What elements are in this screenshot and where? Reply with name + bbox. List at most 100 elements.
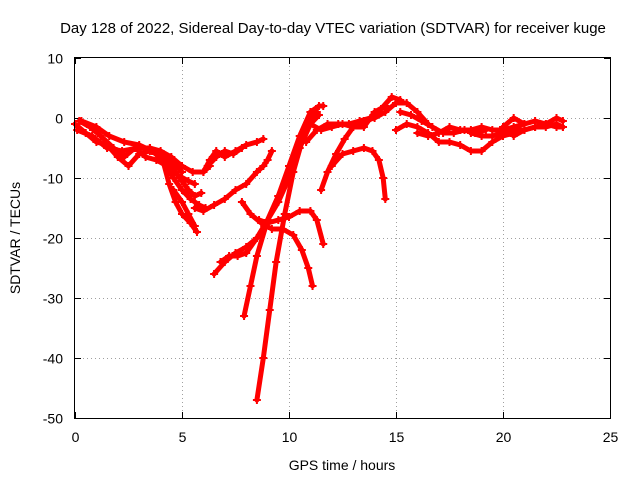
data-point-marker xyxy=(169,174,178,182)
data-point-marker xyxy=(96,132,105,140)
data-point-marker xyxy=(178,177,186,185)
x-tick-label: 10 xyxy=(282,429,298,445)
plot-frame xyxy=(74,57,611,419)
series-track-06 xyxy=(152,150,210,212)
data-point-marker xyxy=(323,168,332,176)
data-point-marker xyxy=(103,144,112,152)
y-tick-label: 0 xyxy=(55,111,63,127)
data-point-marker xyxy=(190,192,199,200)
data-point-marker xyxy=(285,213,293,221)
data-point-marker xyxy=(178,186,186,194)
y-tick-label: -30 xyxy=(43,291,63,307)
data-point-marker xyxy=(216,258,225,266)
data-point-marker xyxy=(558,123,567,131)
data-point-marker xyxy=(413,129,422,137)
data-point-marker xyxy=(267,225,276,233)
y-tick-label: -10 xyxy=(43,171,63,187)
data-point-marker xyxy=(105,132,114,140)
data-point-marker xyxy=(165,180,174,188)
data-point-marker xyxy=(499,123,507,131)
series-track-15 xyxy=(237,198,317,290)
data-point-marker xyxy=(120,153,129,161)
data-point-marker xyxy=(428,123,437,131)
data-point-marker xyxy=(184,210,193,218)
data-point-marker xyxy=(242,180,251,188)
axis-ticks: 0 5 10 15 20 25 -50 -40 -30 -20 -10 0 10 xyxy=(43,51,619,446)
series-line xyxy=(192,148,275,214)
data-point-marker xyxy=(199,207,208,215)
data-point-marker xyxy=(302,138,311,146)
data-point-marker xyxy=(178,198,186,206)
chart-title: Day 128 of 2022, Sidereal Day-to-day VTE… xyxy=(60,20,606,37)
data-point-marker xyxy=(199,168,208,176)
data-point-marker xyxy=(237,198,246,206)
x-tick-label: 25 xyxy=(603,429,619,445)
y-tick-label: -40 xyxy=(43,351,63,367)
series-track-07 xyxy=(169,186,199,230)
data-point-marker xyxy=(306,108,315,116)
series-track-09 xyxy=(203,144,246,170)
data-point-marker xyxy=(141,153,150,161)
data-point-marker xyxy=(445,123,454,131)
data-point-marker xyxy=(124,162,133,170)
data-point-marker xyxy=(456,141,465,149)
data-point-marker xyxy=(488,132,497,140)
x-tick-label: 20 xyxy=(496,429,512,445)
data-point-marker xyxy=(374,156,383,164)
data-point-marker xyxy=(252,168,261,176)
data-point-marker xyxy=(135,141,144,149)
series-track-25 xyxy=(499,114,567,131)
data-point-marker xyxy=(366,114,375,122)
grid xyxy=(75,58,610,418)
series-line xyxy=(303,94,403,145)
data-point-marker xyxy=(212,153,221,161)
series-line xyxy=(170,187,198,229)
data-point-marker xyxy=(359,123,368,131)
data-point-marker xyxy=(274,192,283,200)
data-point-marker xyxy=(252,138,261,146)
series-track-21 xyxy=(392,120,518,155)
data-point-marker xyxy=(272,258,281,266)
data-point-marker xyxy=(334,120,343,128)
data-point-marker xyxy=(306,120,315,128)
series-line xyxy=(329,145,388,202)
data-point-marker xyxy=(509,114,518,122)
data-point-marker xyxy=(192,228,201,236)
x-tick-label: 5 xyxy=(179,429,187,445)
x-tick-label: 0 xyxy=(72,429,80,445)
data-point-marker xyxy=(92,123,101,131)
series-track-20 xyxy=(302,93,405,146)
data-point-marker xyxy=(77,117,86,125)
data-point-marker xyxy=(477,132,486,140)
data-point-marker xyxy=(229,150,238,158)
data-point-marker xyxy=(477,123,486,131)
data-point-marker xyxy=(355,117,364,125)
series-track-05 xyxy=(145,144,206,200)
data-point-marker xyxy=(220,195,229,203)
data-point-marker xyxy=(197,189,206,197)
y-tick-label: 10 xyxy=(47,51,63,67)
data-point-marker xyxy=(220,147,229,155)
data-point-marker xyxy=(304,264,313,272)
data-point-marker xyxy=(231,186,240,194)
data-point-marker xyxy=(252,396,261,404)
y-tick-label: -50 xyxy=(43,411,63,427)
series-track-26 xyxy=(509,120,567,140)
data-point-marker xyxy=(259,162,268,170)
data-point-marker xyxy=(413,108,422,116)
data-point-marker xyxy=(259,135,268,143)
data-point-marker xyxy=(240,312,249,320)
data-point-marker xyxy=(203,162,212,170)
data-point-marker xyxy=(297,246,306,254)
data-point-marker xyxy=(190,204,199,212)
data-point-marker xyxy=(349,147,358,155)
data-point-marker xyxy=(323,120,332,128)
data-point-marker xyxy=(359,144,368,152)
data-point-marker xyxy=(237,144,246,152)
data-point-marker xyxy=(252,234,261,242)
data-point-marker xyxy=(434,129,443,137)
data-point-marker xyxy=(377,105,386,113)
data-point-marker xyxy=(509,132,518,140)
data-point-marker xyxy=(387,93,396,101)
